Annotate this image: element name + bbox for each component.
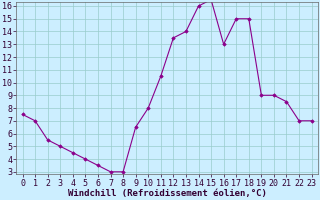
X-axis label: Windchill (Refroidissement éolien,°C): Windchill (Refroidissement éolien,°C) [68, 189, 267, 198]
